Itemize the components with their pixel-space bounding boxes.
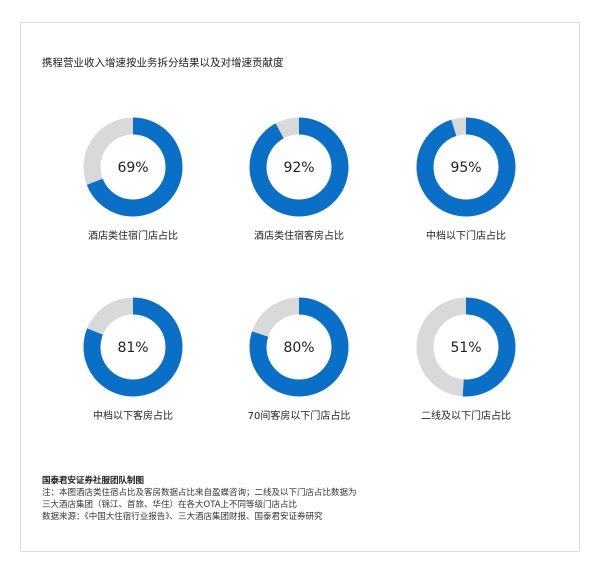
- donut-2: 92% 酒店类住宿客房占比: [249, 117, 349, 242]
- donut-5: 80% 70间客房以下门店占比: [248, 297, 351, 422]
- donut-value-slice: [83, 117, 183, 217]
- source-title: 国泰君安证券社服团队制图: [42, 476, 145, 486]
- donut-value-slice: [249, 297, 349, 397]
- donut-category-label: 二线及以下门店占比: [421, 409, 511, 422]
- donut-value-label: 81%: [117, 340, 148, 356]
- footer-note-line-2: 三大酒店集团（锦江、首旅、华住）在各大OTA上不同等级门店占比: [42, 500, 298, 510]
- donut-4: 81% 中档以下客房占比: [83, 297, 183, 422]
- footer-note-line-3: 数据来源：《中国大住宿行业报告》、三大酒店集团财报、国泰君安证券研究: [42, 512, 323, 522]
- donut-value-slice: [416, 297, 516, 397]
- donut-category-label: 70间客房以下门店占比: [248, 409, 351, 422]
- donut-value-label: 92%: [283, 160, 314, 176]
- donut-category-label: 酒店类住宿客房占比: [254, 229, 344, 242]
- donut-category-label: 酒店类住宿门店占比: [88, 229, 178, 242]
- chart-title: 携程营业收入增速按业务拆分结果以及对增速贡献度: [42, 57, 284, 69]
- footer-note-line-1: 注：本图酒店类住宿占比及客房数据占比来自盈蝶咨询；二线及以下门店占比数据为: [42, 488, 357, 498]
- donut-category-label: 中档以下客房占比: [93, 409, 173, 422]
- donut-value-label: 51%: [450, 340, 481, 356]
- donut-3: 95% 中档以下门店占比: [416, 117, 516, 242]
- donut-value-slice: [416, 117, 516, 217]
- chart-frame: [20, 22, 580, 552]
- donut-value-label: 95%: [450, 160, 481, 176]
- donut-value-slice: [83, 297, 183, 397]
- donut-value-slice: [249, 117, 349, 217]
- donut-6: 51% 二线及以下门店占比: [416, 297, 516, 422]
- donut-category-label: 中档以下门店占比: [426, 229, 506, 242]
- donut-value-label: 69%: [117, 160, 148, 176]
- donut-value-label: 80%: [283, 340, 314, 356]
- donut-1: 69% 酒店类住宿门店占比: [83, 117, 183, 242]
- chart-footer: 国泰君安证券社服团队制图 注：本图酒店类住宿占比及客房数据占比来自盈蝶咨询；二线…: [42, 475, 357, 523]
